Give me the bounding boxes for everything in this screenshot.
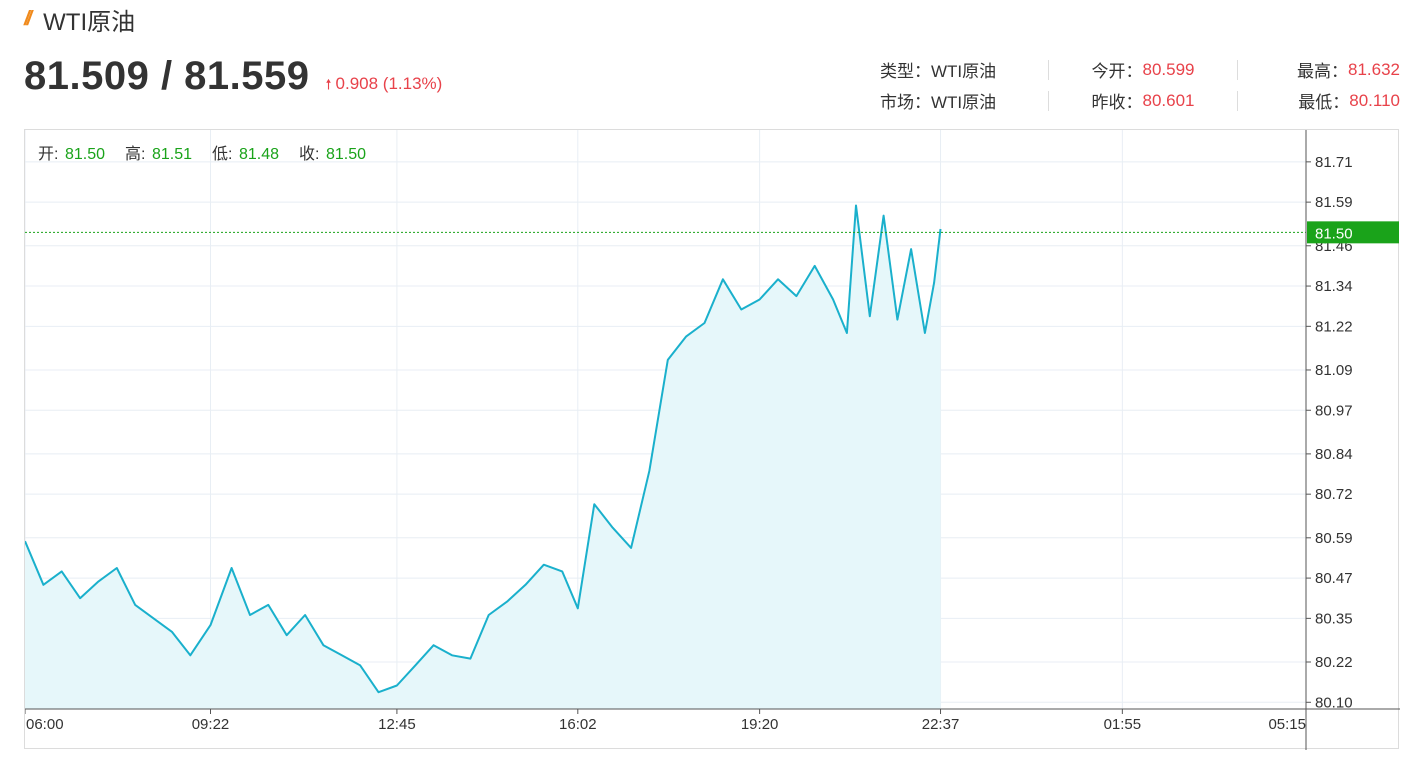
y-tick-label: 81.59 bbox=[1315, 194, 1353, 211]
divider bbox=[1237, 59, 1238, 80]
stat-value: 80.601 bbox=[1142, 90, 1195, 110]
stat-label: 最高： bbox=[1297, 62, 1348, 81]
x-axis: 06:00 09:22 12:45 16:02 19:20 22:37 01:55 05:15 bbox=[25, 708, 1400, 733]
ohlc-high-value: 81.51 bbox=[152, 146, 192, 163]
y-tick-label: 81.09 bbox=[1315, 362, 1353, 379]
y-tick-label: 80.22 bbox=[1315, 654, 1353, 671]
y-tick-label: 80.59 bbox=[1315, 530, 1353, 547]
stat-prev-close: 昨收： 80.601 bbox=[1049, 88, 1237, 113]
ohlc-low-label: 低: bbox=[212, 145, 232, 163]
y-tick-label: 80.47 bbox=[1315, 570, 1353, 587]
y-tick-label: 80.84 bbox=[1315, 446, 1353, 463]
stat-type: 类型： WTI原油 bbox=[880, 57, 1048, 82]
x-tick-label: 12:45 bbox=[378, 716, 416, 733]
current-price-label: 81.50 bbox=[1315, 225, 1353, 242]
price-area-fill bbox=[25, 205, 941, 709]
y-tick-label: 80.97 bbox=[1315, 402, 1353, 419]
price-row: 81.509 / 81.559 🠕 0.908 (1.13%) bbox=[24, 54, 442, 99]
x-tick-label: 19:20 bbox=[741, 716, 779, 733]
price-change: 🠕 0.908 (1.13%) bbox=[326, 74, 443, 98]
double-slash-logo-icon: // bbox=[24, 7, 32, 30]
x-tick-label: 09:22 bbox=[192, 716, 230, 733]
x-tick-label: 01:55 bbox=[1104, 716, 1142, 733]
ohlc-low-value: 81.48 bbox=[239, 146, 279, 163]
y-tick-label: 80.72 bbox=[1315, 486, 1353, 503]
ohlc-open-label: 开: bbox=[38, 146, 58, 163]
divider bbox=[1237, 90, 1238, 111]
stat-market: 市场： WTI原油 bbox=[880, 88, 1048, 113]
stat-value: 81.632 bbox=[1348, 59, 1400, 79]
stats-row-1: 类型： WTI原油 今开： 80.599 最高： 81.632 bbox=[880, 54, 1400, 85]
up-arrow-icon: 🠕 bbox=[325, 76, 332, 92]
stat-value: WTI原油 bbox=[931, 93, 997, 112]
ohlc-open-value: 81.50 bbox=[65, 146, 105, 163]
divider bbox=[1048, 59, 1049, 80]
stats-panel: 类型： WTI原油 今开： 80.599 最高： 81.632 市场： WTI原油 昨收… bbox=[880, 54, 1400, 116]
x-tick-label: 22:37 bbox=[922, 716, 960, 733]
stat-high: 最高： 81.632 bbox=[1238, 57, 1400, 82]
chart-container[interactable]: 81.71 81.59 81.46 81.34 81.22 81.09 80.97 80.84… bbox=[24, 129, 1400, 750]
ohlc-close-value: 81.50 bbox=[326, 146, 366, 163]
stats-row-2: 市场： WTI原油 昨收： 80.601 最低： 80.110 bbox=[880, 85, 1400, 116]
y-tick-label: 81.71 bbox=[1315, 154, 1353, 171]
divider bbox=[1048, 90, 1049, 111]
stat-value: 80.110 bbox=[1349, 90, 1400, 110]
x-tick-label: 06:00 bbox=[26, 716, 64, 733]
price-bid-ask: 81.509 / 81.559 bbox=[24, 54, 310, 98]
stat-value: WTI原油 bbox=[931, 62, 997, 81]
current-price-marker: 81.50 bbox=[1307, 221, 1399, 244]
current-price-badge bbox=[1307, 221, 1399, 244]
ohlc-legend: 开: 81.50 高: 81.51 低: 81.48 收: 81.50 bbox=[38, 145, 366, 163]
stat-value: 80.599 bbox=[1142, 59, 1195, 79]
x-tick-label: 05:15 bbox=[1268, 716, 1306, 733]
y-tick-label: 81.22 bbox=[1315, 318, 1353, 335]
y-tick-label: 81.34 bbox=[1315, 278, 1353, 295]
ohlc-close-label: 收: bbox=[299, 145, 319, 163]
stat-label: 今开： bbox=[1091, 62, 1143, 81]
stat-label: 类型： bbox=[880, 62, 931, 81]
price-chart[interactable]: 81.7181.5981.4681.3481.2281.0980.9780.84… bbox=[25, 130, 1400, 750]
app-title: WTI原油 bbox=[43, 8, 136, 36]
x-tick-label: 16:02 bbox=[559, 716, 597, 733]
y-axis: 81.7181.5981.4681.3481.2281.0980.9780.84… bbox=[1305, 130, 1353, 750]
title-bar: // WTI原油 bbox=[24, 4, 136, 36]
y-tick-label: 80.35 bbox=[1315, 610, 1353, 627]
stat-low: 最低： 80.110 bbox=[1238, 88, 1400, 113]
stat-open: 今开： 80.599 bbox=[1049, 57, 1237, 82]
price-change-value: 0.908 (1.13%) bbox=[335, 74, 443, 93]
ohlc-high-label: 高: bbox=[125, 145, 145, 163]
stat-label: 昨收： bbox=[1091, 93, 1143, 112]
price-line bbox=[25, 204, 942, 694]
stat-label: 市场： bbox=[880, 93, 931, 112]
y-tick-label: 80.10 bbox=[1315, 694, 1353, 711]
stat-label: 最低： bbox=[1298, 93, 1350, 112]
